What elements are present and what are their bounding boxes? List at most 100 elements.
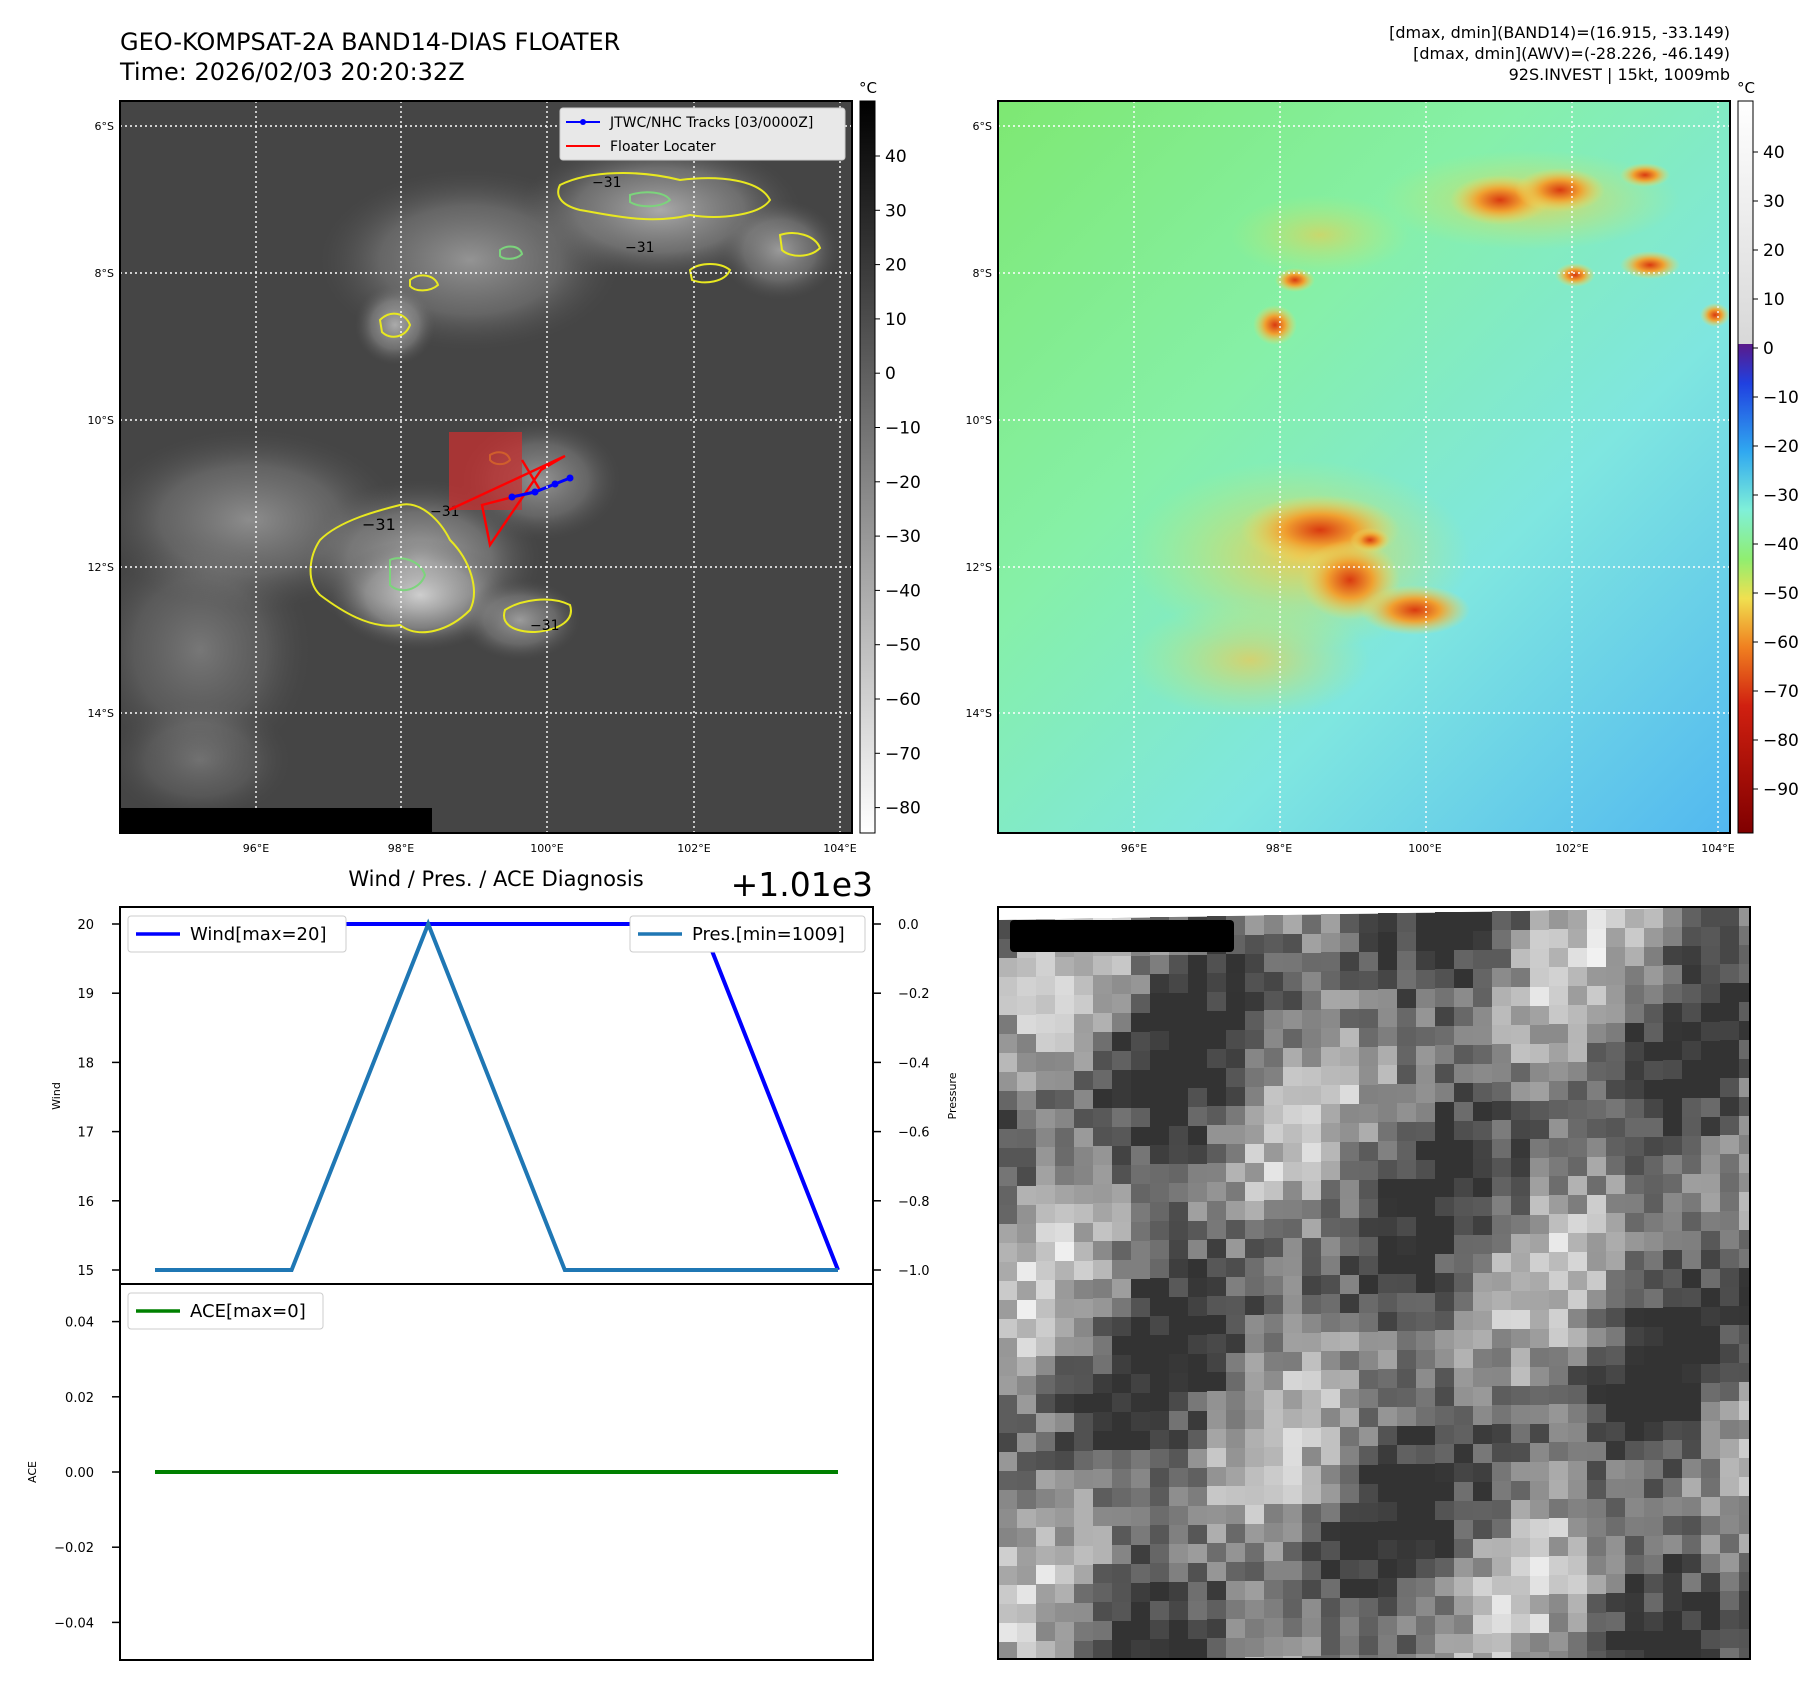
- wmg-tile: [1682, 1117, 1702, 1137]
- wmg-tile: [1378, 1616, 1398, 1636]
- wmg-tile: [1131, 1336, 1151, 1356]
- figure-time: Time: 2026/02/03 20:20:32Z: [119, 58, 465, 86]
- wmg-tile: [1492, 1139, 1512, 1159]
- wmg-tile: [1625, 1631, 1645, 1651]
- wmg-tile: [1644, 1175, 1664, 1195]
- wmg-tile: [1625, 1441, 1645, 1461]
- wmg-tile: [1663, 1440, 1683, 1460]
- wmg-tile: [1074, 1337, 1094, 1357]
- wmg-tile: [1549, 1366, 1569, 1386]
- wmg-tile: [1378, 1559, 1398, 1579]
- wmg-tile: [1625, 1384, 1645, 1404]
- wmg-tile: [1340, 1313, 1360, 1333]
- wmg-tile: [1283, 1447, 1303, 1467]
- wmg-tile: [1074, 1470, 1094, 1490]
- wmg-tile: [1435, 1216, 1455, 1236]
- wmg-tile: [1568, 1423, 1588, 1443]
- wmg-tile: [1739, 1553, 1750, 1573]
- wmg-tile: [1530, 1595, 1550, 1615]
- wmg-tile: [1530, 1234, 1550, 1254]
- wmg-tile: [1682, 1003, 1702, 1023]
- wmg-tile: [1264, 1333, 1284, 1353]
- wmg-tile: [1454, 1539, 1474, 1559]
- wmg-tile: [1435, 1520, 1455, 1540]
- wmg-tile: [1511, 1215, 1531, 1235]
- wmg-tile: [1378, 989, 1398, 1009]
- wmg-tile: [1340, 1370, 1360, 1390]
- wmg-tile: [1435, 1254, 1455, 1274]
- wmg-tile: [1226, 1581, 1246, 1601]
- wmg-tile: [1625, 1327, 1645, 1347]
- wmg-tile: [1663, 1516, 1683, 1536]
- wmg-tile: [1093, 1260, 1113, 1280]
- wmg-tile: [1606, 1004, 1626, 1024]
- wmg-tile: [1131, 1127, 1151, 1147]
- wmg-tile: [1188, 1544, 1208, 1564]
- wmg-tile: [1302, 953, 1322, 973]
- wmg-tile: [1131, 1184, 1151, 1204]
- wmg-tile: [1644, 1308, 1664, 1328]
- wmg-tile: [1245, 1068, 1265, 1088]
- wmg-tile: [1226, 1619, 1246, 1639]
- wmg-tile: [1416, 951, 1436, 971]
- wmg-tile: [1093, 1412, 1113, 1432]
- wmg-tile: [998, 1129, 1018, 1149]
- pressure-y-tick-label: −0.6: [898, 1126, 930, 1141]
- wmg-tile: [1682, 1231, 1702, 1251]
- wmg-tile: [1473, 1501, 1493, 1521]
- wmg-tile: [1207, 1600, 1227, 1620]
- wmg-tile: [1264, 1124, 1284, 1144]
- wmg-tile: [1568, 1157, 1588, 1177]
- wmg-tile: [1093, 994, 1113, 1014]
- wmg-tile: [1644, 1251, 1664, 1271]
- wmg-tile: [1454, 1634, 1474, 1654]
- awv-colorbar-tick-label: −80: [1763, 731, 1799, 751]
- wmg-tile: [1112, 1051, 1132, 1071]
- wmg-tile: [1093, 1070, 1113, 1090]
- wmg-tile: [1378, 1084, 1398, 1104]
- wmg-tile: [1739, 1249, 1750, 1269]
- wmg-tile: [1302, 1485, 1322, 1505]
- wmg-tile: [1378, 913, 1398, 933]
- wmg-tile: [1074, 1166, 1094, 1186]
- wmg-tile: [1169, 1658, 1189, 1659]
- wmg-tile: [1473, 1634, 1493, 1654]
- wmg-tile: [1302, 1409, 1322, 1429]
- wmg-tile: [1739, 926, 1750, 946]
- wmg-tile: [1511, 968, 1531, 988]
- wmg-tile: [1549, 1518, 1569, 1538]
- wmg-tile: [1606, 1555, 1626, 1575]
- wmg-tile: [1055, 1033, 1075, 1053]
- wmg-tile: [1245, 1182, 1265, 1202]
- wmg-tile: [1245, 1619, 1265, 1639]
- wmg-tile: [1169, 1354, 1189, 1374]
- wmg-tile: [1340, 1161, 1360, 1181]
- wmg-tile: [1454, 988, 1474, 1008]
- wmg-tile: [1112, 1526, 1132, 1546]
- wmg-tile: [1644, 1080, 1664, 1100]
- wmg-tile: [1283, 1105, 1303, 1125]
- wmg-tile: [1416, 970, 1436, 990]
- wmg-tile: [1720, 1534, 1740, 1554]
- wmg-tile: [1150, 1335, 1170, 1355]
- wmg-tile: [1207, 1467, 1227, 1487]
- wmg-tile: [1587, 1062, 1607, 1082]
- wmg-tile: [1074, 1280, 1094, 1300]
- wmg-tile: [1492, 1576, 1512, 1596]
- wmg-tile: [1055, 1052, 1075, 1072]
- lon-tick-label: 104°E: [823, 842, 856, 855]
- wmg-tile: [1340, 1636, 1360, 1656]
- wmg-tile: [1720, 1173, 1740, 1193]
- wmg-tile: [1435, 1273, 1455, 1293]
- wmg-tile: [1131, 994, 1151, 1014]
- ir-colorbar-tick-label: −40: [885, 581, 921, 601]
- ir-colorbar-tick-label: −70: [885, 744, 921, 764]
- wmg-tile: [1549, 1556, 1569, 1576]
- wmg-tile: [1435, 1368, 1455, 1388]
- wmg-tile: [1055, 1375, 1075, 1395]
- wmg-tile: [1701, 965, 1721, 985]
- wmg-tile: [1378, 1464, 1398, 1484]
- wmg-tile: [1473, 912, 1493, 932]
- wmg-tile: [1720, 1439, 1740, 1459]
- wmg-tile: [1682, 1649, 1702, 1659]
